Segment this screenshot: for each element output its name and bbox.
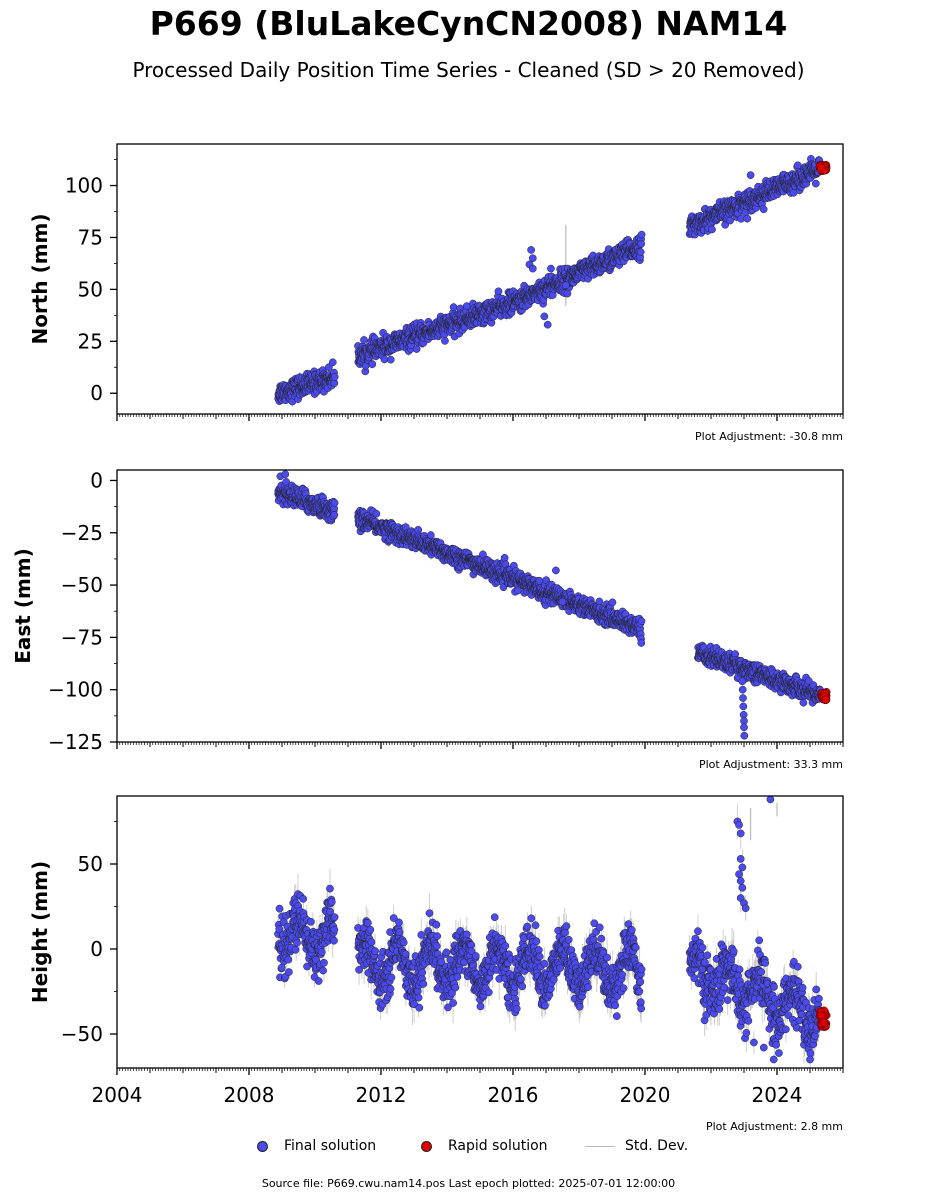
final-point — [726, 216, 734, 225]
final-point — [368, 360, 377, 369]
final-point — [561, 281, 570, 290]
final-point — [547, 264, 555, 273]
final-point — [328, 358, 337, 367]
final-point — [500, 554, 509, 562]
final-point — [372, 509, 381, 518]
final-point — [708, 225, 716, 234]
east-final-points — [274, 470, 826, 740]
final-point — [563, 289, 572, 298]
final-point — [759, 205, 768, 214]
north-frame — [116, 143, 844, 415]
final-point — [330, 511, 339, 519]
final-point — [360, 336, 368, 344]
final-point — [811, 179, 820, 188]
y-tick-label: 0 — [90, 381, 103, 405]
final-point — [636, 248, 645, 256]
north-axis-label: North (mm) — [28, 213, 52, 344]
chart-title: P669 (BluLakeCynCN2008) NAM14 — [149, 4, 788, 43]
final-point — [637, 239, 646, 248]
final-point — [637, 230, 646, 239]
north-rapid-points — [815, 160, 831, 175]
north-final-points — [274, 154, 824, 406]
final-point — [426, 531, 435, 539]
north-plot-adjustment: Plot Adjustment: -30.8 mm — [695, 430, 843, 443]
final-point — [330, 499, 339, 507]
y-tick-label: 50 — [78, 277, 103, 301]
final-point — [330, 373, 339, 381]
final-point — [494, 287, 503, 296]
final-point — [793, 161, 802, 170]
final-point — [543, 320, 552, 329]
chart-subtitle: Processed Daily Position Time Series - C… — [132, 58, 805, 82]
final-point — [743, 214, 752, 223]
north-data — [274, 154, 831, 407]
final-point — [386, 355, 395, 364]
final-point — [528, 254, 537, 263]
y-tick-label: 75 — [78, 225, 103, 249]
final-point — [412, 345, 421, 353]
y-tick-label: 25 — [78, 329, 103, 353]
final-point — [528, 264, 537, 273]
final-point — [441, 337, 449, 345]
north-panel: 0 25 50 75 100 North (mm) Plot Adjustment: -30… — [28, 143, 844, 443]
east-data — [274, 470, 831, 740]
y-tick-label: 100 — [65, 174, 103, 198]
rapid-point — [817, 163, 826, 172]
final-point — [449, 303, 458, 312]
final-point — [540, 312, 549, 321]
final-point — [608, 598, 617, 607]
final-point — [746, 171, 755, 180]
final-point — [527, 246, 536, 254]
